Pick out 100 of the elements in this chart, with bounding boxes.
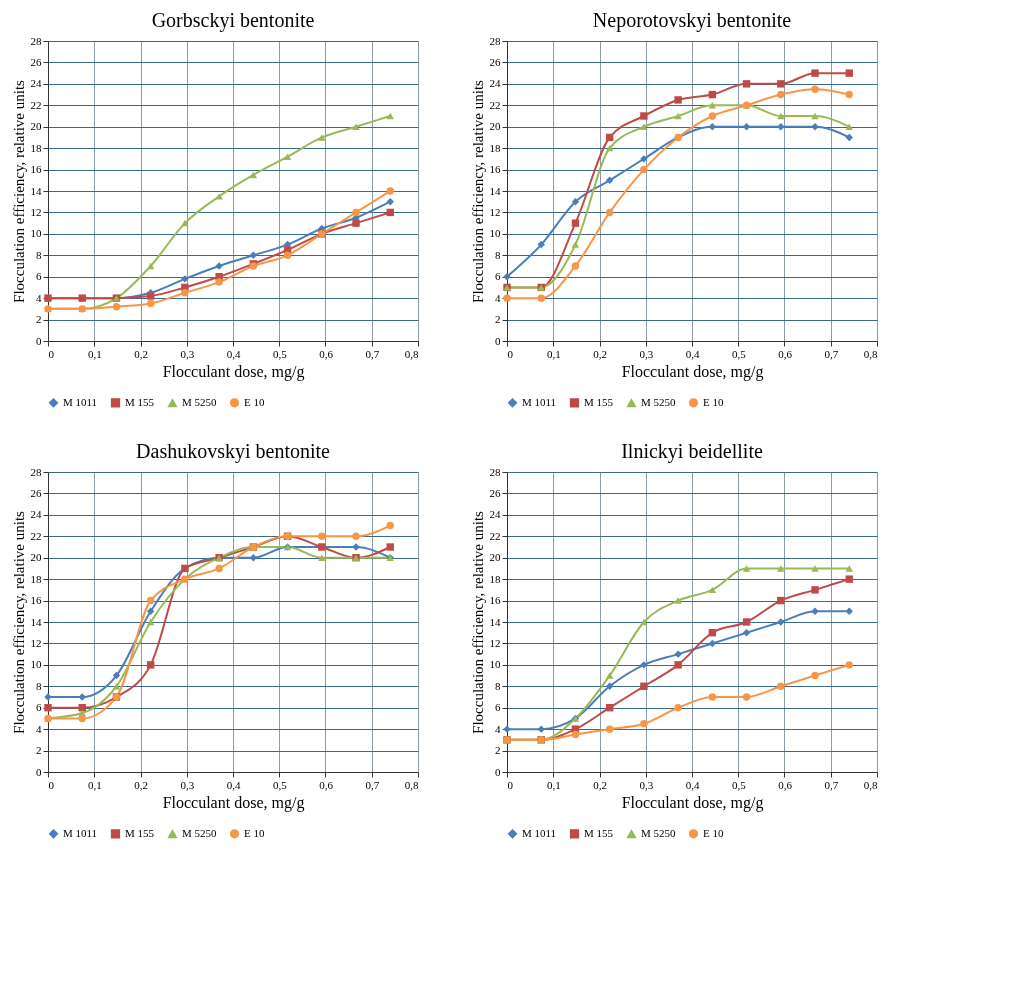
y-tick-label: 12 [30,205,42,218]
y-tick-label: 4 [36,291,42,304]
x-tick-label: 0,4 [226,347,241,360]
x-tick-label: 0 [507,347,514,360]
y-tick-label: 14 [30,615,42,628]
y-tick-label: 22 [489,98,501,111]
y-tick-label: 18 [489,141,501,154]
x-tick-label: 0,1 [546,347,561,360]
y-tick-label: 4 [36,722,42,735]
x-tick-label: 0,7 [824,778,839,791]
x-axis-title: Flocculant dose, mg/g [162,362,305,381]
y-tick-label: 20 [489,120,501,133]
x-tick-label: 0,3 [639,347,654,360]
y-tick-label: 12 [30,636,42,649]
y-tick-label: 24 [30,77,42,90]
chart-title: Neporotovskyi bentonite [592,9,792,32]
y-tick-label: 14 [489,184,501,197]
legend-label: M 155 [584,395,614,408]
x-tick-label: 0,2 [134,347,148,360]
y-tick-label: 6 [495,701,501,714]
legend-label: M 5250 [641,396,677,409]
x-tick-label: 0,2 [593,778,607,791]
legend-label: M 5250 [182,396,218,409]
y-tick-label: 0 [495,334,501,347]
y-tick-label: 28 [30,465,42,478]
y-tick-label: 8 [495,248,501,261]
y-tick-label: 8 [36,248,42,261]
x-tick-label: 0,4 [685,778,700,791]
x-tick-label: 0,5 [272,778,288,791]
legend-label: M 155 [125,826,155,839]
y-tick-label: 0 [495,765,501,778]
y-tick-label: 10 [30,227,42,240]
y-tick-label: 2 [495,744,501,757]
x-tick-label: 0,5 [731,778,747,791]
legend-label: M 155 [584,826,614,839]
y-tick-label: 6 [36,701,42,714]
y-tick-label: 0 [36,765,42,778]
y-tick-label: 20 [30,551,42,564]
x-tick-label: 0,6 [319,778,334,791]
y-tick-label: 16 [30,163,42,176]
y-tick-label: 6 [495,270,501,283]
legend-label: M 5250 [182,827,218,840]
legend-label: M 155 [125,395,155,408]
legend-label: E 10 [244,395,265,408]
y-tick-label: 2 [36,313,42,326]
chart-title: Ilnickyi beidellite [621,440,763,463]
y-axis-title: Flocculation efficiency, relative units [10,79,27,303]
x-tick-label: 0,6 [778,347,793,360]
legend-label: M 1011 [63,826,98,839]
x-tick-label: 0,3 [639,778,654,791]
x-tick-label: 0,4 [685,347,700,360]
y-tick-label: 26 [30,486,42,499]
y-tick-label: 16 [489,163,501,176]
y-tick-label: 10 [489,658,501,671]
x-tick-label: 0,8 [404,778,419,791]
y-tick-label: 10 [489,227,501,240]
y-tick-label: 8 [495,679,501,692]
y-tick-label: 8 [36,679,42,692]
y-tick-label: 6 [36,270,42,283]
y-tick-label: 2 [36,744,42,757]
y-tick-label: 22 [30,529,42,542]
y-tick-label: 4 [495,722,501,735]
x-tick-label: 0,3 [180,778,195,791]
y-tick-label: 18 [489,572,501,585]
x-tick-label: 0,3 [180,347,195,360]
x-tick-label: 0,8 [863,778,878,791]
chart-title: Gorbsckyi bentonite [151,9,315,32]
x-tick-label: 0,7 [824,347,839,360]
x-tick-label: 0,1 [546,778,561,791]
y-axis-title: Flocculation efficiency, relative units [469,510,486,734]
y-axis-title: Flocculation efficiency, relative units [469,79,486,303]
y-tick-label: 10 [30,658,42,671]
legend-label: M 1011 [522,395,557,408]
y-tick-label: 14 [30,184,42,197]
legend-label: E 10 [703,395,724,408]
y-tick-label: 28 [30,34,42,47]
x-tick-label: 0 [507,778,514,791]
x-tick-label: 0,6 [319,347,334,360]
x-tick-label: 0,6 [778,778,793,791]
y-axis-title: Flocculation efficiency, relative units [10,510,27,734]
y-tick-label: 16 [30,594,42,607]
y-tick-label: 4 [495,291,501,304]
y-tick-label: 12 [489,205,501,218]
y-tick-label: 18 [30,572,42,585]
y-tick-label: 20 [30,120,42,133]
x-tick-label: 0,8 [863,347,878,360]
x-tick-label: 0,1 [87,347,102,360]
y-tick-label: 24 [30,508,42,521]
x-axis-title: Flocculant dose, mg/g [621,793,764,812]
x-tick-label: 0 [48,778,55,791]
y-tick-label: 24 [489,508,501,521]
x-tick-label: 0 [48,347,55,360]
x-tick-label: 0,2 [593,347,607,360]
y-tick-label: 16 [489,594,501,607]
y-tick-label: 2 [495,313,501,326]
y-tick-label: 26 [30,55,42,68]
y-tick-label: 28 [489,34,501,47]
chart-title: Dashukovskyi bentonite [136,440,331,463]
y-tick-label: 22 [489,529,501,542]
x-tick-label: 0,1 [87,778,102,791]
